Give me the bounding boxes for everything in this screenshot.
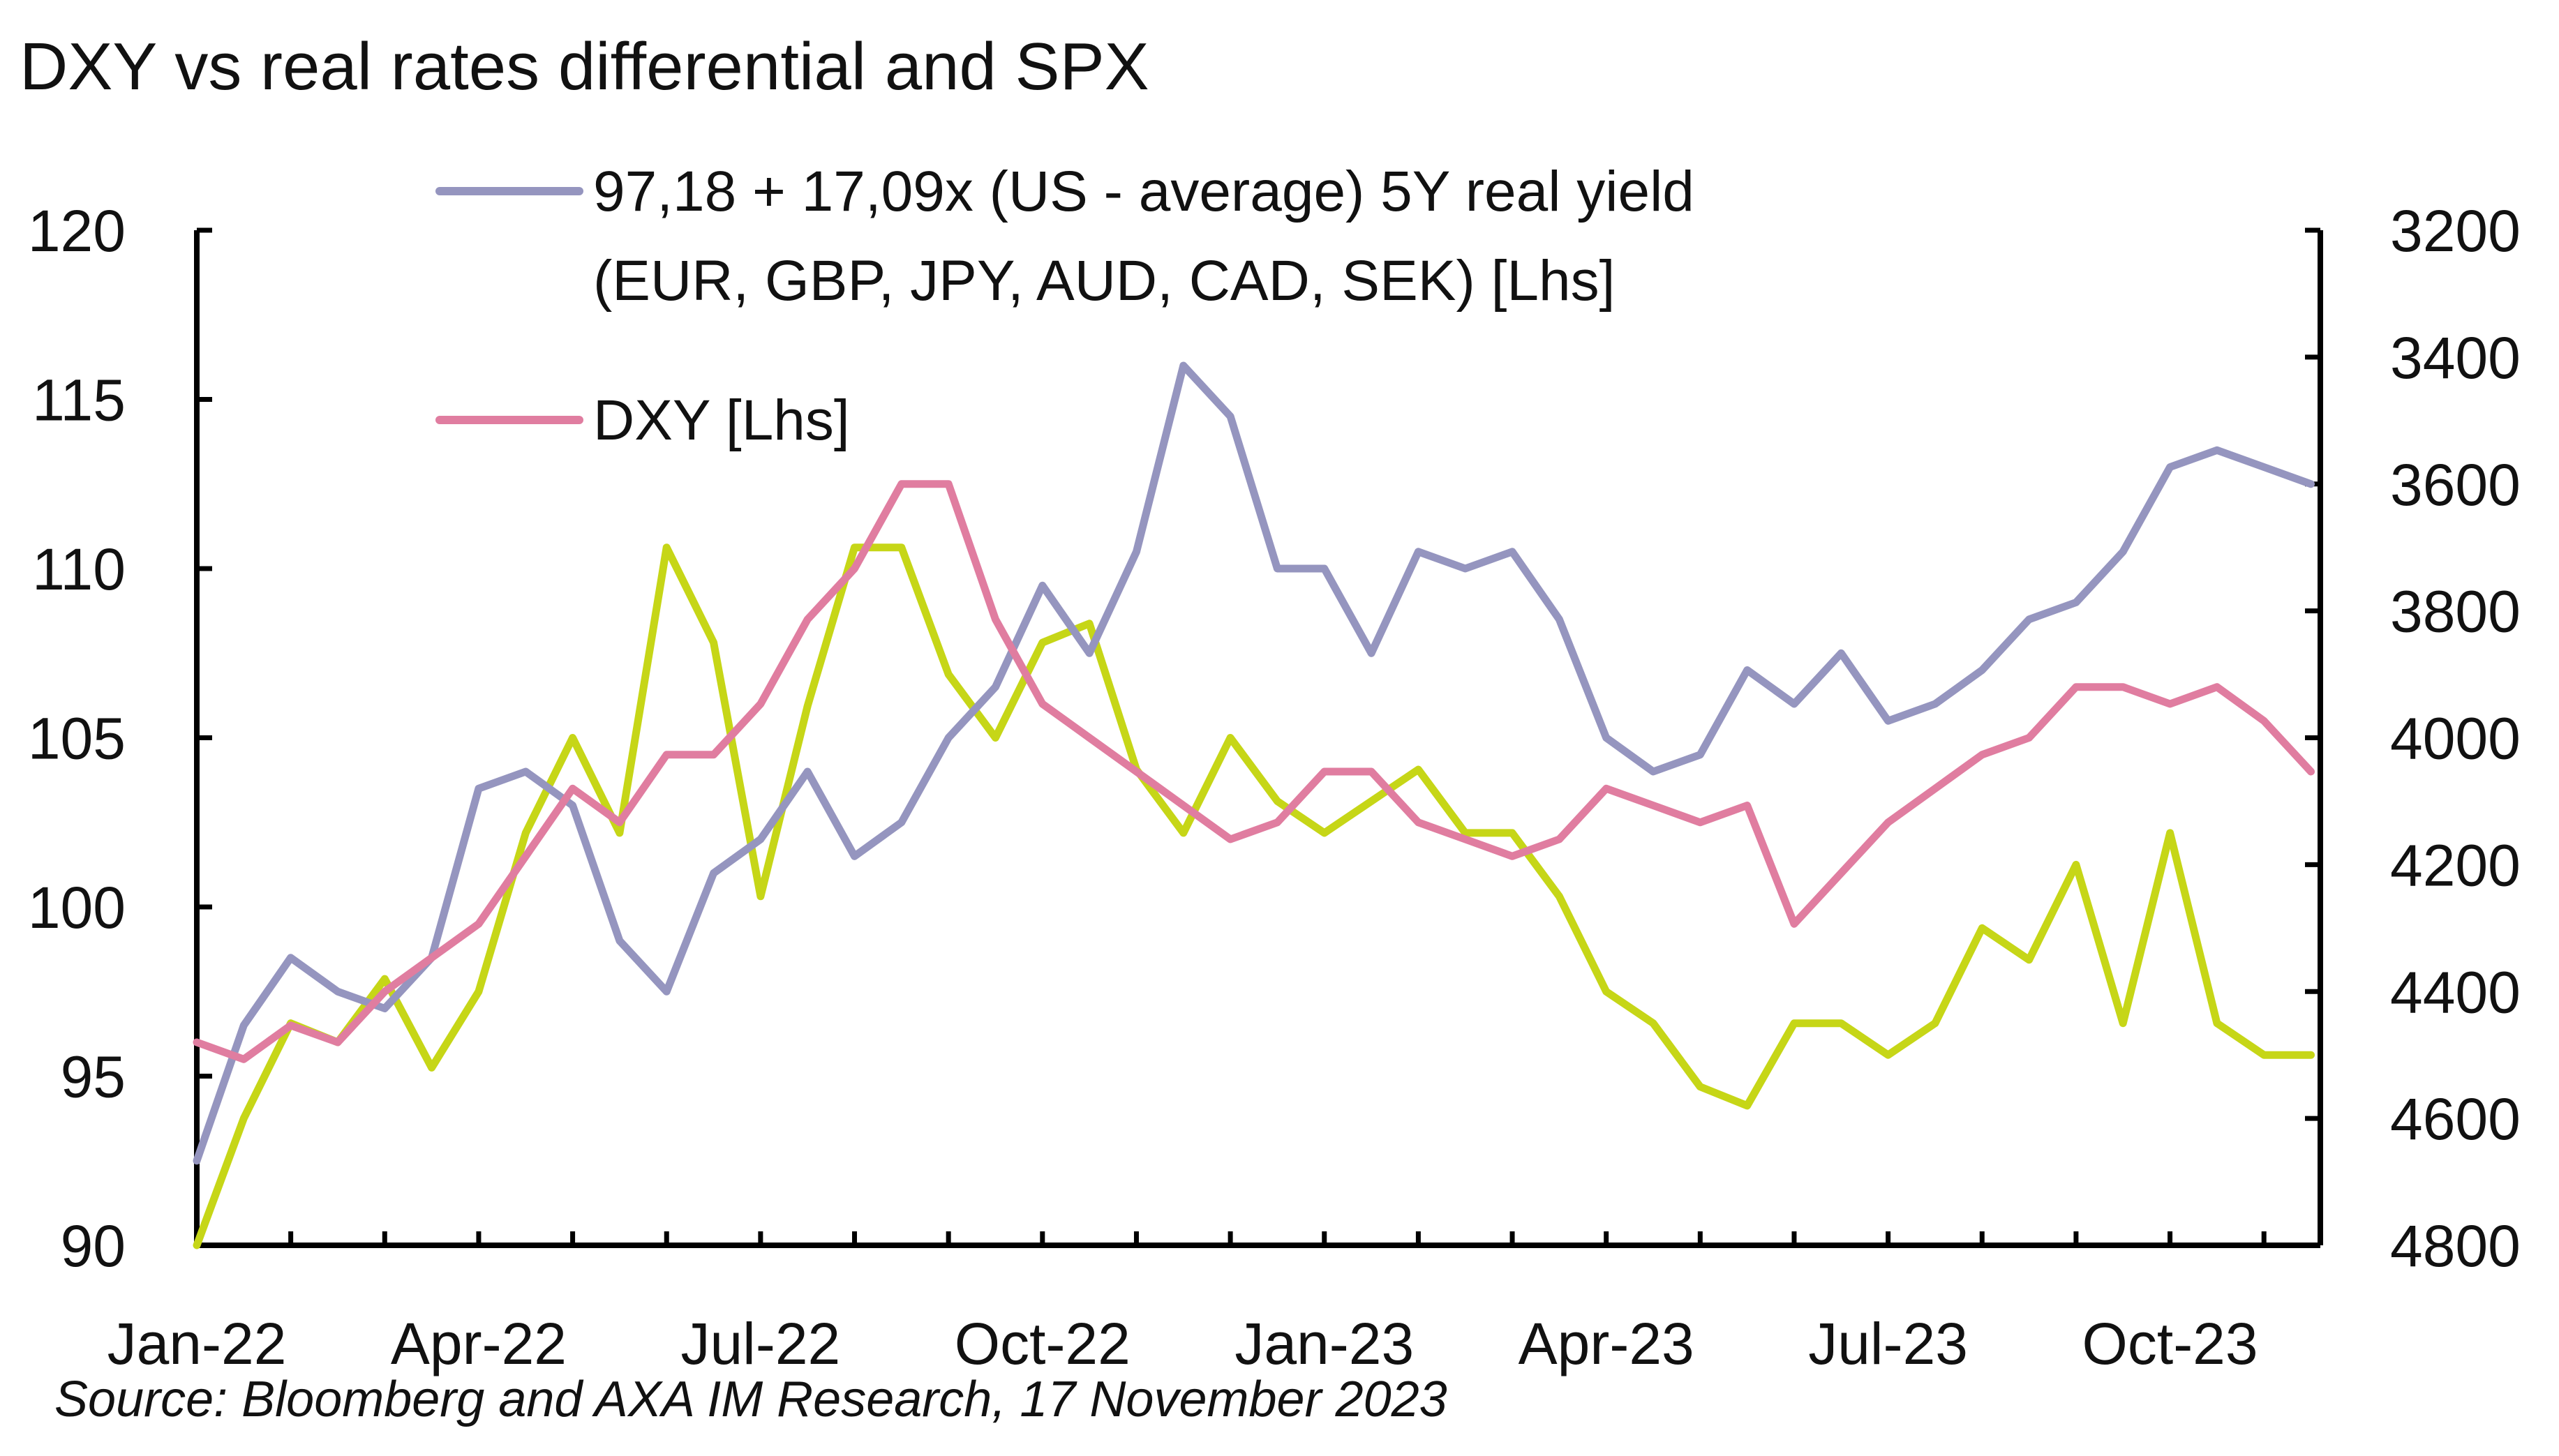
y-left-tick-label: 100 xyxy=(28,875,126,940)
x-tick-label: Jan-22 xyxy=(107,1311,287,1376)
legend-label-1: DXY [Lhs] xyxy=(593,389,850,452)
x-tick-label: Jul-22 xyxy=(680,1311,840,1376)
y-left-tick-label: 110 xyxy=(32,536,126,602)
source-note: Source: Bloomberg and AXA IM Research, 1… xyxy=(54,1372,1447,1427)
series-line-1 xyxy=(193,480,2315,1063)
legend-label-0: 97,18 + 17,09x (US - average) 5Y real yi… xyxy=(593,160,1694,223)
y-left-tick-label: 115 xyxy=(32,368,126,433)
legend-label-0: (EUR, GBP, JPY, AUD, CAD, SEK) [Lhs] xyxy=(593,249,1615,313)
y-right-tick-label: 3400 xyxy=(2390,325,2521,391)
y-right-tick-label: 4400 xyxy=(2390,959,2521,1025)
x-tick-label: Jul-23 xyxy=(1808,1311,1968,1376)
y-left-tick-label: 105 xyxy=(28,706,126,772)
series-layer xyxy=(193,361,2315,1249)
y-right-tick-label: 4200 xyxy=(2390,832,2521,898)
x-tick-label: Apr-23 xyxy=(1519,1311,1694,1376)
y-right-tick-label: 4600 xyxy=(2390,1086,2521,1152)
chart-legend: 97,18 + 17,09x (US - average) 5Y real yi… xyxy=(435,160,1694,452)
y-left-tick-label: 95 xyxy=(61,1044,126,1110)
y-right-tick-label: 4000 xyxy=(2390,706,2521,772)
y-left-tick-label: 120 xyxy=(28,198,126,264)
chart-title: DXY vs real rates differential and SPX xyxy=(20,29,1149,104)
y-right-tick-label: 4800 xyxy=(2390,1213,2521,1279)
y-right-tick-label: 3600 xyxy=(2390,452,2521,518)
series-line-0 xyxy=(193,361,2315,1165)
y-left-tick-label: 90 xyxy=(61,1213,126,1279)
chart-axes: 90 95 100 105 110 115 120 3200 3400 3600 3800 4000 4… xyxy=(28,198,2521,1376)
x-tick-label: Apr-22 xyxy=(391,1311,567,1376)
x-tick-label: Oct-23 xyxy=(2082,1311,2258,1376)
y-right-tick-label: 3800 xyxy=(2390,579,2521,645)
x-tick-label: Jan-23 xyxy=(1234,1311,1414,1376)
x-tick-label: Oct-22 xyxy=(955,1311,1131,1376)
y-right-tick-label: 3200 xyxy=(2390,198,2521,264)
